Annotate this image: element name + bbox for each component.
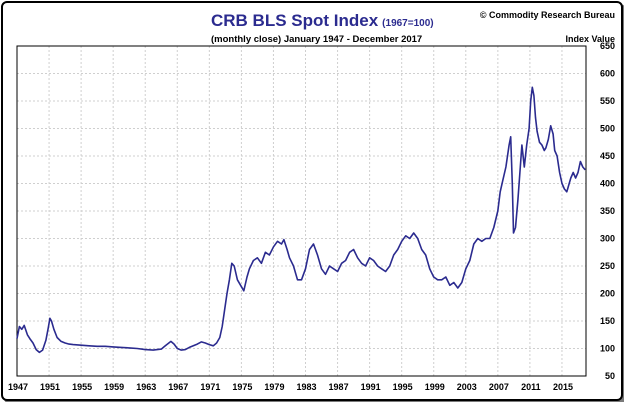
x-tick-label: 2011 [521,382,541,392]
series-layer [16,86,586,354]
x-tick-label: 1963 [136,382,156,392]
x-tick-label: 1975 [232,382,252,392]
y-tick-label: 650 [600,41,615,51]
x-tick-label: 1983 [296,382,316,392]
y-tick-label: 450 [600,151,615,161]
chart-canvas: CRB BLS Spot Index (1967=100) (monthly c… [8,10,615,392]
y-tick-label: 150 [600,316,615,326]
y-tick-label: 600 [600,69,615,79]
x-tick-label: 1999 [425,382,445,392]
chart-title-suffix: (1967=100) [382,18,433,29]
x-tick-label: 1947 [8,382,28,392]
y-tick-label: 100 [600,344,615,354]
tick-labels: 50 100 150 200 250 300 350 400 450 500 550 600 650 19… [8,41,615,392]
x-tick-label: 1995 [393,382,413,392]
x-tick-label: 1951 [40,382,60,392]
plot-area [16,45,587,377]
x-tick-label: 2007 [489,382,509,392]
chart-title: CRB BLS Spot Index [211,11,379,30]
y-tick-label: 350 [600,206,615,216]
grid-layer [16,45,586,377]
y-tick-label: 50 [605,371,615,381]
x-tick-label: 1991 [361,382,381,392]
y-tick-label: 300 [600,234,615,244]
copyright-label: © Commodity Research Bureau [480,10,615,20]
x-tick-label: 1979 [264,382,284,392]
series-line [16,86,586,354]
x-tick-label: 2015 [553,382,573,392]
y-tick-label: 250 [600,261,615,271]
y-tick-label: 400 [600,179,615,189]
x-tick-label: 1959 [104,382,124,392]
x-tick-label: 2003 [457,382,477,392]
x-tick-label: 1971 [200,382,220,392]
x-tick-label: 1955 [72,382,92,392]
y-tick-label: 550 [600,96,615,106]
y-tick-label: 500 [600,124,615,134]
chart-subtitle: (monthly close) January 1947 - December … [211,34,422,45]
y-tick-label: 200 [600,289,615,299]
y-axis-label: Index Value [565,34,615,44]
x-tick-label: 1967 [168,382,188,392]
x-tick-label: 1987 [329,382,349,392]
